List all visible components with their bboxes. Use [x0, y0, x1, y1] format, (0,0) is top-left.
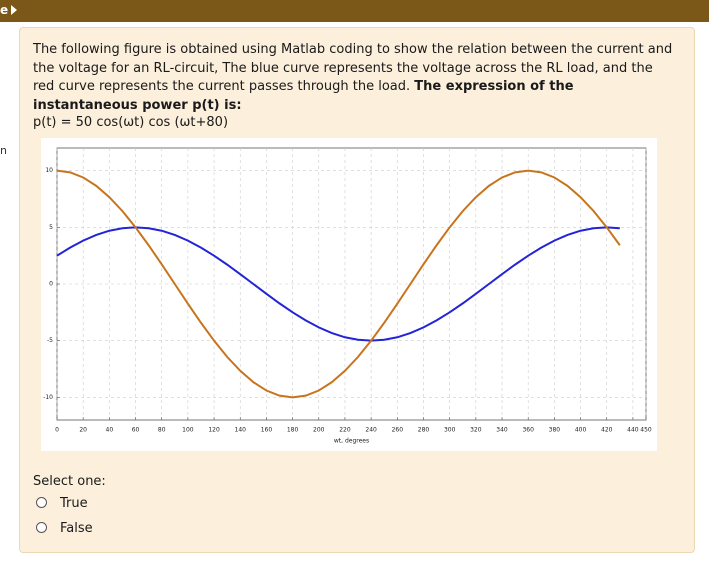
option[interactable]: False [36, 521, 93, 536]
top-bar: e [0, 0, 709, 22]
x-tick-label: 60 [132, 427, 140, 434]
chart: 0 20 40 60 80 100 120 140 160 180 200 220 240 260 280 3… [41, 138, 657, 451]
x-tick-label: 100 [182, 427, 194, 434]
x-tick-label: 450 [640, 427, 652, 434]
x-tick-label: 220 [339, 427, 351, 434]
x-tick-label: 340 [496, 427, 508, 434]
x-tick-label: 80 [158, 427, 166, 434]
x-tick-label: 300 [444, 427, 456, 434]
x-tick-label: 40 [106, 427, 114, 434]
select-label: Select one: [33, 474, 106, 489]
question-card: The following figure is obtained using M… [19, 27, 695, 553]
option-label[interactable]: False [60, 521, 93, 536]
y-tick-label: -10 [43, 394, 53, 401]
x-tick-label: 120 [208, 427, 220, 434]
x-tick-label: 400 [575, 427, 587, 434]
radio[interactable] [36, 497, 47, 508]
x-tick-label: 440 [627, 427, 639, 434]
x-tick-label: 320 [470, 427, 482, 434]
header-fragment: e [0, 3, 9, 17]
y-tick-label: 10 [45, 167, 53, 174]
expression: p(t) = 50 cos(ωt) cos (ωt+80) [33, 115, 229, 130]
question-bold: The expression of the instantaneous powe… [33, 79, 574, 113]
side-fragment: n [0, 144, 7, 157]
x-tick-label: 380 [549, 427, 561, 434]
y-tick-label: 0 [49, 281, 53, 288]
x-tick-label: 160 [261, 427, 273, 434]
x-tick-label: 420 [601, 427, 613, 434]
x-tick-label: 0 [55, 427, 59, 434]
x-tick-label: 20 [79, 427, 87, 434]
radio[interactable] [36, 522, 47, 533]
question-body: The following figure is obtained using M… [33, 42, 673, 94]
x-tick-label: 280 [418, 427, 430, 434]
question-text: The following figure is obtained using M… [33, 41, 673, 115]
x-tick-label: 140 [235, 427, 247, 434]
option-label[interactable]: True [60, 496, 88, 511]
x-tick-label: 200 [313, 427, 325, 434]
nav-arrow[interactable] [11, 5, 17, 15]
data-line [56, 169, 621, 399]
y-tick-label: 5 [49, 224, 53, 231]
x-tick-label: 180 [287, 427, 299, 434]
x-tick-label: 360 [522, 427, 534, 434]
x-tick-label: 260 [392, 427, 404, 434]
x-tick-label: 240 [365, 427, 377, 434]
y-tick-label: -5 [47, 337, 53, 344]
data-line [56, 226, 620, 342]
option[interactable]: True [36, 496, 88, 511]
x-axis-label: wt, degrees [334, 438, 369, 445]
